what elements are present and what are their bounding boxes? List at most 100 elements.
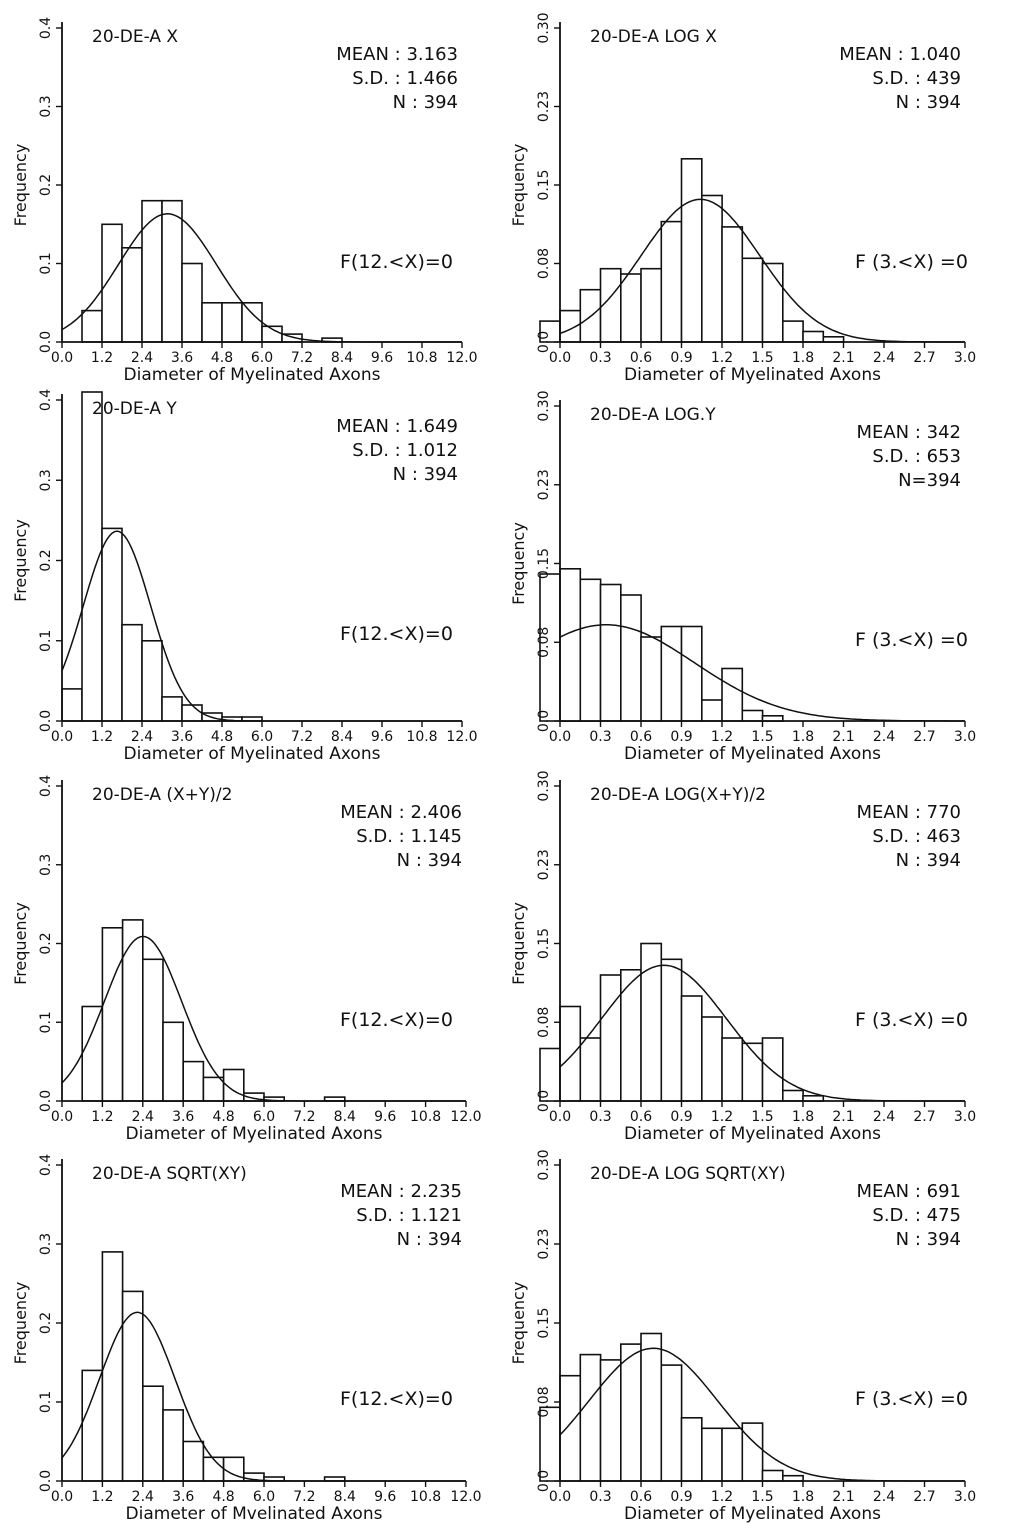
y-tick-label: 0.23	[536, 91, 552, 122]
stat-line: MEAN : 1.649	[336, 416, 458, 437]
y-tick-label: 0.2	[38, 932, 54, 954]
histogram-panel: 0.0 0.3 0.6 0.9 1.2 1.5 1.8 2.1 2.4 2.7 3.0 0.0 0.08…	[509, 770, 976, 1144]
x-tick-label: 10.8	[406, 350, 437, 366]
x-tick-label: 1.8	[792, 1109, 814, 1125]
y-tick-label: 0.1	[38, 630, 54, 652]
stat-line: S.D. : 463	[872, 826, 961, 847]
stat-line: MEAN : 2.406	[340, 802, 462, 823]
histogram-bar	[700, 1016, 723, 1102]
x-tick-label: 10.8	[410, 1109, 441, 1125]
x-tick-label: 0.0	[549, 729, 571, 745]
x-tick-label: 1.5	[751, 1489, 773, 1505]
y-tick-label: 0.0	[536, 1470, 552, 1492]
x-tick-label: 0.3	[589, 729, 611, 745]
x-tick-label: 2.4	[873, 1109, 895, 1125]
histogram-panel: 0.0 1.2 2.4 3.6 4.8 6.0 7.2 8.4 9.6 10.8 12.0 0.0 0.…	[11, 1154, 482, 1523]
x-tick-label: 6.0	[253, 1109, 275, 1125]
stat-line: N : 394	[397, 1229, 462, 1250]
histogram-bar	[721, 667, 744, 722]
tail-probability-note: F (3.<X) =0	[855, 251, 968, 273]
x-tick-label: 2.4	[132, 1109, 154, 1125]
x-tick-label: 2.1	[832, 1489, 854, 1505]
histogram-bar	[761, 1037, 784, 1102]
histogram-bar	[680, 158, 703, 343]
stat-line: S.D. : 475	[872, 1205, 961, 1226]
histogram-bar	[181, 262, 203, 343]
x-tick-label: 2.4	[873, 350, 895, 366]
y-tick-label: 0.08	[536, 248, 552, 279]
x-tick-label: 0.6	[630, 729, 652, 745]
histogram-bar	[61, 688, 83, 722]
histogram-bar	[680, 1417, 703, 1482]
y-tick-label: 0.15	[536, 1307, 552, 1338]
histogram-bar	[221, 301, 243, 343]
stat-line: N=394	[898, 470, 961, 491]
histogram-bar	[142, 1385, 164, 1482]
histogram-bar	[81, 309, 103, 343]
y-tick-label: 0.1	[38, 1011, 54, 1033]
y-tick-label: 0.2	[38, 1312, 54, 1334]
histogram-bar	[741, 257, 764, 343]
x-tick-label: 1.5	[751, 729, 773, 745]
panel-title: 20-DE-A SQRT(XY)	[92, 1164, 247, 1184]
histogram-bar	[101, 926, 124, 1102]
panel-title: 20-DE-A X	[92, 27, 178, 47]
y-axis-title: Frequency	[509, 902, 528, 985]
x-tick-label: 0.9	[670, 350, 692, 366]
x-axis-title: Diameter of Myelinated Axons	[624, 1504, 881, 1523]
y-axis-title: Frequency	[11, 519, 30, 602]
histogram-bar	[559, 567, 582, 722]
x-tick-label: 1.5	[751, 1109, 773, 1125]
y-tick-label: 0.15	[536, 548, 552, 579]
x-axis-title: Diameter of Myelinated Axons	[124, 744, 381, 764]
x-tick-label: 2.4	[873, 1489, 895, 1505]
histogram-bar	[680, 995, 703, 1102]
y-tick-label: 0.3	[38, 854, 54, 876]
stat-line: N : 394	[393, 464, 458, 485]
x-tick-label: 9.6	[371, 729, 393, 745]
histogram-bar	[700, 699, 723, 722]
y-tick-label: 0.1	[38, 252, 54, 274]
x-tick-label: 12.0	[446, 729, 477, 745]
y-tick-label: 0.30	[536, 12, 552, 43]
x-tick-label: 0.0	[51, 1489, 73, 1505]
y-axis-title: Frequency	[509, 144, 528, 227]
x-tick-label: 1.2	[91, 729, 113, 745]
histogram-bar	[721, 226, 744, 343]
x-tick-label: 1.2	[91, 1109, 113, 1125]
histogram-bar	[579, 1353, 602, 1482]
histogram-bar	[101, 1251, 124, 1482]
y-tick-label: 0.2	[38, 549, 54, 571]
x-tick-label: 1.5	[751, 350, 773, 366]
histogram-bar	[619, 594, 642, 722]
histogram-bar	[599, 1359, 622, 1482]
y-tick-label: 0.23	[536, 1228, 552, 1259]
x-tick-label: 3.0	[954, 729, 976, 745]
histogram-bar	[599, 583, 622, 722]
y-tick-label: 0.3	[38, 469, 54, 491]
x-tick-label: 3.6	[171, 350, 193, 366]
y-tick-label: 0.0	[38, 1090, 54, 1112]
stat-line: MEAN : 2.235	[340, 1181, 462, 1202]
y-axis-title: Frequency	[11, 902, 30, 985]
x-tick-label: 4.8	[212, 1109, 234, 1125]
x-tick-label: 3.0	[954, 350, 976, 366]
histogram-bar	[640, 1332, 663, 1482]
y-tick-label: 0.30	[536, 390, 552, 421]
histogram-bar	[181, 704, 203, 722]
x-tick-label: 4.8	[211, 729, 233, 745]
histogram-bar	[741, 1422, 764, 1482]
x-tick-label: 2.1	[832, 350, 854, 366]
histogram-bar	[559, 1374, 582, 1482]
x-tick-label: 12.0	[446, 350, 477, 366]
x-tick-label: 7.2	[293, 1489, 315, 1505]
y-tick-label: 0.4	[38, 389, 54, 411]
x-tick-label: 0.0	[549, 350, 571, 366]
histogram-panel: 0.0 1.2 2.4 3.6 4.8 6.0 7.2 8.4 9.6 10.8 12.0 0.0 0.…	[11, 17, 478, 385]
histogram-bar	[802, 330, 825, 343]
histogram-bar	[640, 636, 663, 722]
y-axis-title: Frequency	[509, 1282, 528, 1365]
histogram-bar	[141, 199, 163, 343]
histogram-bar	[599, 974, 622, 1102]
y-tick-label: 0.4	[38, 17, 54, 39]
